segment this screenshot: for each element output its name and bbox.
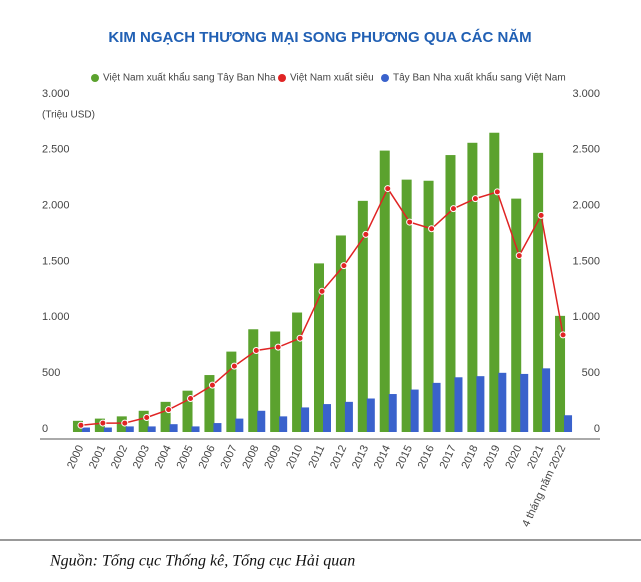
y2-tick-label: 1.500 [572,255,600,267]
bar [235,418,244,432]
line-point [165,406,173,414]
y-tick-label: 2.000 [42,200,70,212]
legend-label: Tây Ban Nha xuất khẩu sang Việt Nam [393,72,566,84]
y-tick-label: 2.500 [42,144,70,156]
bar [357,200,368,432]
bar [257,410,266,432]
bar [81,427,90,432]
line-point [274,343,282,351]
bar [335,235,346,432]
bar [204,375,215,432]
bar [388,394,397,432]
bar [191,426,200,432]
bar [564,415,573,432]
line-point [143,413,151,421]
y2-tick-label: 3.000 [572,88,600,100]
bar [292,312,303,432]
y-tick-label: 1.000 [42,311,70,323]
bar [323,404,331,432]
bar [476,376,485,432]
bar [125,426,134,432]
bar [279,416,288,432]
chart-title: KIM NGẠCH THƯƠNG MẠI SONG PHƯƠNG QUA CÁC… [108,29,531,46]
line-point [296,334,304,342]
line-point [340,262,348,270]
legend-marker [91,74,99,82]
bar [432,382,441,432]
bar [103,427,112,432]
bar [498,372,507,432]
line-point [493,188,501,196]
bar [520,373,529,432]
line-point [559,331,567,339]
bar [344,401,353,432]
bar [410,389,419,432]
y2-tick-label: 2.500 [572,144,600,156]
bar [555,315,566,432]
bar [213,423,222,432]
bar [169,424,178,432]
bar [366,398,375,432]
line-point [252,346,260,354]
line-point [208,381,216,389]
line-point [230,362,238,370]
bar [138,410,149,432]
bar [226,351,237,432]
line-point [428,225,436,233]
bar [147,426,156,432]
y2-tick-label: 500 [582,367,600,379]
line-point [187,395,195,402]
bar [533,152,544,433]
legend-label: Việt Nam xuất khẩu sang Tây Ban Nha [103,72,276,84]
bar [314,263,324,432]
line-point [318,287,326,295]
bar [401,179,412,432]
bar [379,150,390,432]
line-point [384,185,392,193]
bar [160,401,171,432]
line-point [77,421,85,429]
line-point [515,252,523,260]
y-axis-label: (Triệu USD) [42,110,95,121]
line-point [362,230,370,238]
y-tick-label: 0 [42,423,48,435]
bar [301,407,310,432]
y2-tick-label: 2.000 [572,200,600,212]
y-tick-label: 1.500 [42,255,70,267]
bar [445,155,456,433]
bar [94,418,105,432]
y2-tick-label: 1.000 [572,311,600,323]
y-tick-label: 500 [42,367,60,379]
source-note: Nguồn: Tổng cục Thống kê, Tổng cục Hải q… [49,553,355,570]
legend-label: Việt Nam xuất siêu [290,72,374,84]
bar [511,198,522,432]
bar [489,132,500,432]
legend-marker [381,74,389,82]
line-point [449,205,457,213]
line-point [99,419,107,427]
bar [270,331,281,432]
line-point [537,211,545,219]
bar [542,368,551,432]
line-point [121,419,129,427]
line-point [471,195,479,203]
legend-marker [278,74,286,82]
bar [454,377,463,432]
bar [182,390,193,432]
y2-tick-label: 0 [594,423,600,435]
bar [423,180,434,432]
bar [467,142,478,433]
y-tick-label: 3.000 [42,88,70,100]
bar [248,329,259,432]
line-point [406,218,414,226]
